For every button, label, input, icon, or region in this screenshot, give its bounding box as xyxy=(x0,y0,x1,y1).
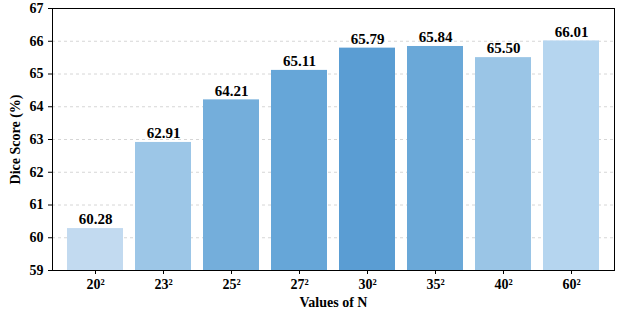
svg-text:66: 66 xyxy=(30,34,44,49)
svg-text:64.21: 64.21 xyxy=(215,83,249,99)
svg-text:60.28: 60.28 xyxy=(79,211,113,227)
svg-text:61: 61 xyxy=(30,197,44,212)
svg-text:65.11: 65.11 xyxy=(283,53,316,69)
svg-text:40²: 40² xyxy=(494,277,512,292)
svg-text:65: 65 xyxy=(30,66,44,81)
svg-text:65.79: 65.79 xyxy=(351,31,385,47)
svg-text:30²: 30² xyxy=(358,277,376,292)
svg-text:62.91: 62.91 xyxy=(147,125,181,141)
svg-text:20²: 20² xyxy=(86,277,104,292)
svg-text:62: 62 xyxy=(30,165,44,180)
svg-text:60: 60 xyxy=(30,230,44,245)
svg-text:Dice Score (%): Dice Score (%) xyxy=(8,94,24,184)
svg-text:35²: 35² xyxy=(426,277,444,292)
svg-text:Values of N: Values of N xyxy=(300,295,368,310)
svg-text:65.84: 65.84 xyxy=(419,29,453,45)
svg-text:67: 67 xyxy=(30,1,44,16)
svg-text:63: 63 xyxy=(30,132,44,147)
svg-text:27²: 27² xyxy=(290,277,308,292)
svg-text:60²: 60² xyxy=(562,277,580,292)
svg-text:23²: 23² xyxy=(154,277,172,292)
svg-text:59: 59 xyxy=(30,263,44,278)
svg-text:25²: 25² xyxy=(222,277,240,292)
svg-text:66.01: 66.01 xyxy=(555,24,589,40)
svg-text:65.50: 65.50 xyxy=(487,40,521,56)
svg-text:64: 64 xyxy=(30,99,44,114)
